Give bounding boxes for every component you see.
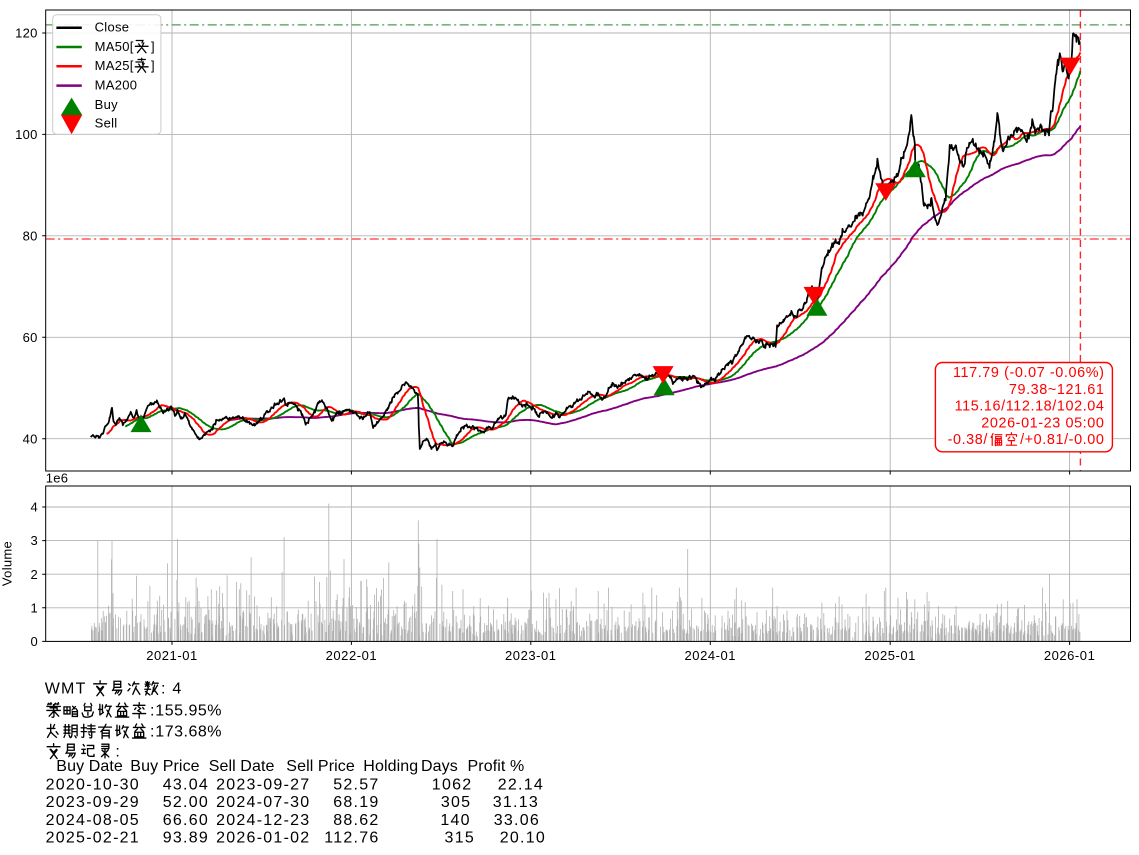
svg-text:]: ]	[151, 39, 155, 54]
svg-text:2021-01: 2021-01	[146, 648, 198, 663]
svg-text:140: 140	[440, 812, 470, 829]
svg-text:Sell Price: Sell Price	[286, 758, 355, 775]
svg-text:1e6: 1e6	[46, 471, 69, 486]
svg-text:2023-01: 2023-01	[505, 648, 557, 663]
svg-text:33.06: 33.06	[494, 812, 540, 829]
svg-text:Profit %: Profit %	[468, 758, 525, 775]
svg-text:88.62: 88.62	[333, 812, 379, 829]
svg-text:0: 0	[30, 634, 37, 649]
svg-text:52.57: 52.57	[333, 776, 379, 793]
svg-text:43.04: 43.04	[163, 776, 209, 793]
svg-text::: :	[115, 744, 121, 761]
svg-text:66.60: 66.60	[163, 812, 209, 829]
svg-text:79.38~121.61: 79.38~121.61	[1009, 382, 1105, 398]
svg-text:2024-08-05: 2024-08-05	[46, 812, 140, 829]
svg-text:173.68%: 173.68%	[155, 724, 222, 741]
svg-text:4: 4	[30, 500, 37, 515]
svg-text:2: 2	[30, 567, 37, 582]
svg-text:3: 3	[30, 533, 37, 548]
svg-text:60: 60	[23, 330, 38, 345]
svg-text:2026-01-02: 2026-01-02	[216, 830, 310, 847]
svg-text:2022-01: 2022-01	[326, 648, 378, 663]
svg-text:Volume: Volume	[0, 541, 15, 586]
svg-text:1: 1	[30, 600, 37, 615]
svg-text:155.95%: 155.95%	[155, 703, 222, 720]
svg-text:100: 100	[15, 127, 38, 142]
svg-text:2020-10-30: 2020-10-30	[46, 776, 140, 793]
svg-text::: :	[150, 703, 156, 720]
svg-text:: 4: : 4	[161, 681, 183, 698]
svg-text:315: 315	[445, 830, 475, 847]
svg-text:80: 80	[23, 228, 38, 243]
svg-text:115.16/112.18/102.04: 115.16/112.18/102.04	[955, 399, 1105, 415]
svg-text:2024-01: 2024-01	[685, 648, 737, 663]
svg-text:2023-09-29: 2023-09-29	[46, 794, 140, 811]
svg-text::: :	[150, 724, 156, 741]
svg-text:Close: Close	[95, 20, 130, 35]
svg-text:Buy Price: Buy Price	[130, 758, 199, 775]
svg-text:-0.38/: -0.38/	[948, 432, 988, 448]
svg-text:MA50[: MA50[	[95, 39, 134, 54]
svg-text:Buy Date: Buy Date	[56, 758, 123, 775]
svg-text:20.10: 20.10	[500, 830, 546, 847]
svg-text:52.00: 52.00	[163, 794, 209, 811]
svg-text:WMT: WMT	[45, 681, 87, 698]
svg-text:Buy: Buy	[95, 97, 119, 112]
svg-text:120: 120	[15, 26, 38, 41]
svg-text:Holding Days: Holding Days	[363, 758, 458, 775]
svg-text:Sell: Sell	[95, 115, 118, 130]
svg-text:40: 40	[23, 431, 38, 446]
svg-text:MA25[: MA25[	[95, 58, 134, 73]
svg-text:93.89: 93.89	[163, 830, 209, 847]
svg-text:117.79 (-0.07 -0.06%): 117.79 (-0.07 -0.06%)	[953, 365, 1105, 381]
svg-text:2025-01: 2025-01	[864, 648, 916, 663]
svg-text:305: 305	[441, 794, 471, 811]
svg-text:68.19: 68.19	[333, 794, 379, 811]
svg-text:MA200: MA200	[95, 78, 138, 93]
svg-text:/+0.81/-0.00: /+0.81/-0.00	[1020, 432, 1104, 448]
svg-text:]: ]	[151, 58, 155, 73]
svg-text:2026-01-23 05:00: 2026-01-23 05:00	[981, 415, 1104, 431]
svg-text:22.14: 22.14	[498, 776, 544, 793]
svg-text:2023-09-27: 2023-09-27	[216, 776, 310, 793]
svg-text:2024-07-30: 2024-07-30	[216, 794, 310, 811]
svg-text:2024-12-23: 2024-12-23	[216, 812, 310, 829]
svg-text:2025-02-21: 2025-02-21	[46, 830, 140, 847]
svg-text:112.76: 112.76	[324, 830, 379, 847]
svg-text:31.13: 31.13	[493, 794, 539, 811]
svg-text:2026-01: 2026-01	[1044, 648, 1096, 663]
svg-text:1062: 1062	[432, 776, 473, 793]
svg-text:Sell Date: Sell Date	[209, 758, 275, 775]
